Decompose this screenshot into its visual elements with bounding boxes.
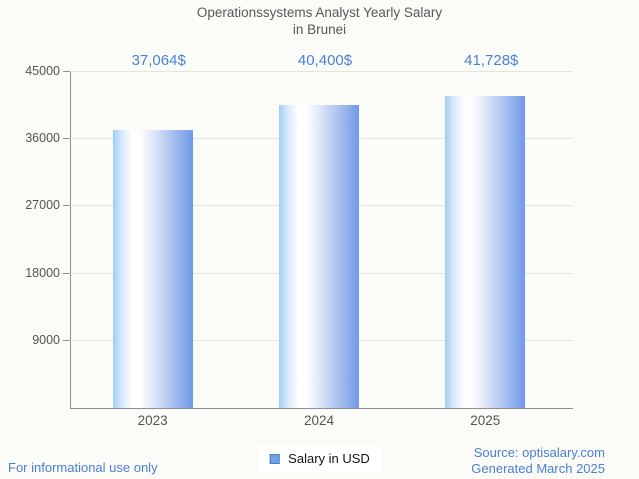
y-tick-label: 45000 — [25, 63, 60, 78]
legend-label: Salary in USD — [288, 451, 370, 466]
y-tick-label: 27000 — [25, 198, 60, 213]
salary-bar — [279, 105, 359, 408]
disclaimer-text: For informational use only — [8, 460, 158, 475]
y-tickmark — [63, 340, 70, 342]
y-tick-label: 36000 — [25, 130, 60, 145]
legend-marker-icon — [269, 453, 280, 464]
y-axis-line — [70, 71, 71, 408]
y-tickmark — [63, 272, 70, 274]
y-tickmark — [63, 205, 70, 207]
x-tick-label: 2024 — [303, 413, 335, 428]
bar-value-label: 37,064$ — [131, 52, 186, 69]
salary-bar — [445, 95, 526, 408]
source-block: Source: optisalary.com Generated March 2… — [471, 445, 605, 477]
x-axis-line — [70, 408, 573, 409]
x-tick-label: 2023 — [137, 413, 168, 428]
salary-bar — [112, 130, 193, 408]
bar-value-label: 40,400$ — [297, 52, 353, 69]
chart-title: Operationssystems Analyst Yearly Salary — [196, 5, 443, 20]
gridline — [70, 70, 573, 72]
generated-text: Generated March 2025 — [471, 461, 605, 476]
chart-subtitle: in Brunei — [292, 22, 347, 37]
source-text: Source: optisalary.com — [473, 445, 605, 460]
y-tick-label: 9000 — [32, 333, 60, 348]
x-tick-label: 2025 — [470, 413, 501, 428]
y-tickmark — [63, 137, 70, 139]
y-tickmark — [63, 70, 70, 72]
bar-value-label: 41,728$ — [464, 52, 519, 69]
y-tick-label: 18000 — [25, 265, 60, 280]
legend: Salary in USD — [257, 446, 382, 472]
